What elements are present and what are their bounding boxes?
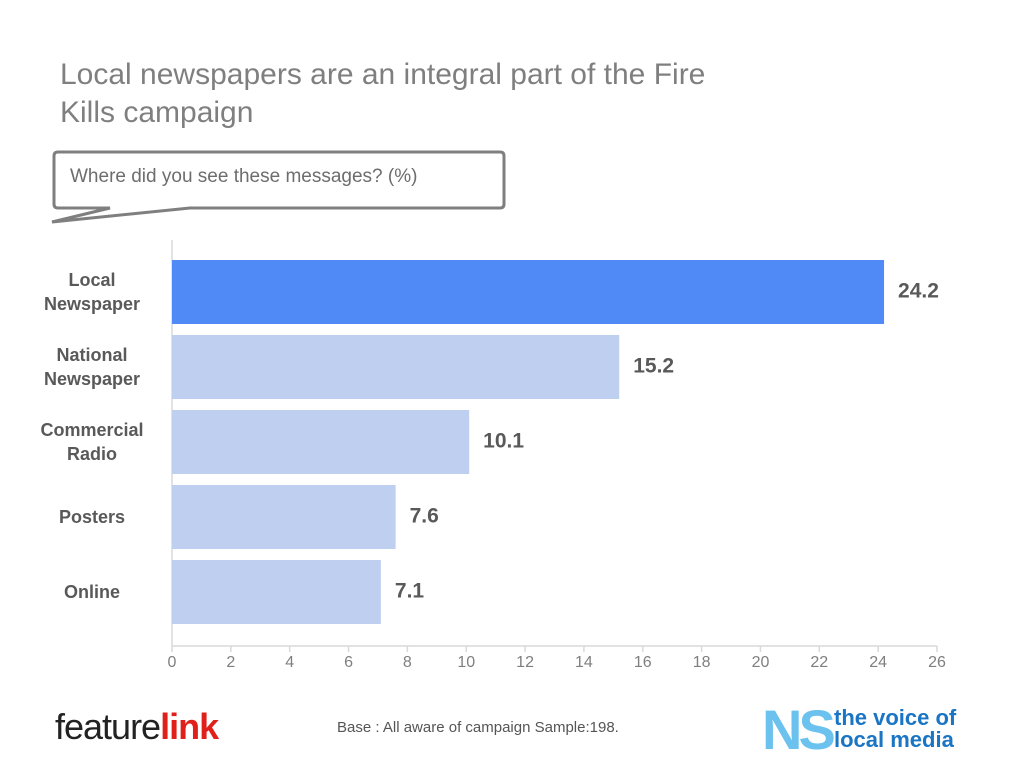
logo-text: the voice of	[834, 705, 957, 730]
y-tick-label: Local Newspaper	[43, 270, 141, 314]
x-tick-label: 10	[457, 654, 475, 671]
value-label: 7.6	[410, 505, 439, 528]
x-tick-label: 26	[928, 654, 946, 671]
logo-text: feature	[55, 706, 161, 747]
subtitle: Where did you see these messages? (%)	[70, 166, 418, 187]
y-tick-label: National Newspaper	[43, 345, 141, 389]
x-tick-label: 20	[752, 654, 770, 671]
speech-bubble	[51, 150, 506, 224]
x-tick-label: 4	[285, 654, 294, 671]
x-tick-label: 18	[693, 654, 711, 671]
logo-text: local media	[834, 727, 954, 752]
logo-text: link	[160, 706, 219, 747]
x-tick-label: 0	[168, 654, 177, 671]
y-tick-label: Online	[63, 582, 120, 602]
x-tick-label: 2	[226, 654, 235, 671]
y-tick-label: Commercial Radio	[40, 420, 144, 464]
bar	[172, 260, 885, 324]
value-label: 7.1	[395, 580, 425, 603]
x-tick-label: 8	[403, 654, 412, 671]
value-label: 15.2	[633, 355, 674, 378]
x-tick-label: 22	[810, 654, 828, 671]
featurelink-logo: featurelink	[55, 706, 219, 748]
title: Local newspapers are an integral part of…	[60, 58, 706, 129]
x-tick-label: 16	[634, 654, 652, 671]
logo-mark: NS	[762, 698, 836, 761]
x-tick-label: 6	[344, 654, 353, 671]
bar	[172, 335, 620, 399]
footnote: Base : All aware of campaign Sample:198.	[337, 719, 619, 736]
bar	[172, 410, 470, 474]
x-tick-label: 14	[575, 654, 593, 671]
y-tick-label: Posters	[58, 507, 126, 527]
value-label: 10.1	[483, 430, 524, 453]
ns-logo: NS the voice of local media	[762, 698, 982, 761]
bar	[172, 485, 396, 549]
x-tick-label: 24	[869, 654, 887, 671]
value-label: 24.2	[898, 280, 939, 303]
bar	[172, 560, 381, 624]
x-tick-label: 12	[516, 654, 534, 671]
